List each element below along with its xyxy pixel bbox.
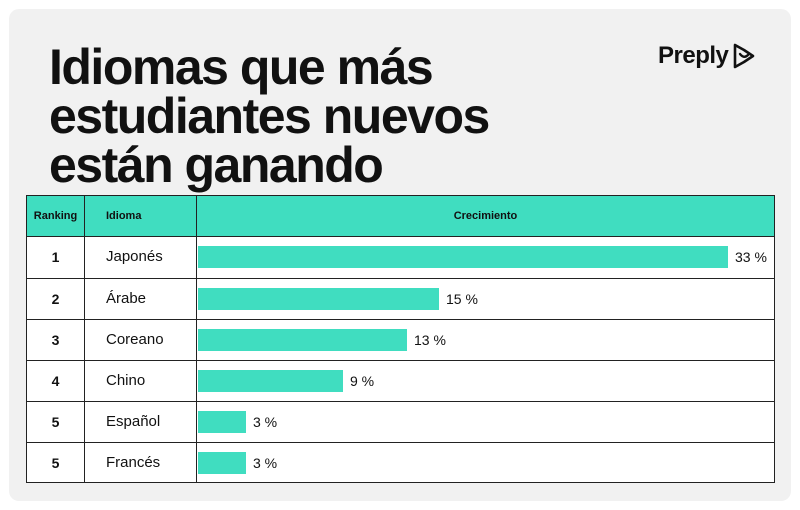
table-row: 2 Árabe 15 % (27, 278, 774, 319)
table-row: 5 Francés 3 % (27, 442, 774, 483)
title-line-3: están ganando (49, 137, 384, 193)
brand-name: Preply (658, 42, 729, 69)
growth-bar (198, 452, 246, 474)
page-title: Idiomas que más estudiantes nuevos están… (49, 39, 490, 193)
ranking-cell: 2 (51, 291, 60, 307)
ranking-table: Ranking Idioma Crecimiento 1 Japonés 33 % 2… (26, 195, 775, 483)
language-cell: Japonés (106, 248, 163, 265)
title-line-1: Idiomas que más (49, 39, 434, 95)
language-cell: Chino (106, 372, 146, 389)
ranking-cell: 5 (51, 414, 60, 430)
column-divider (196, 196, 197, 482)
ranking-cell: 4 (51, 373, 60, 389)
table-header: Ranking Idioma Crecimiento (27, 196, 774, 237)
table-row: 5 Español 3 % (27, 401, 774, 442)
column-divider (84, 196, 85, 482)
growth-value-label: 9 % (350, 373, 375, 389)
language-cell: Español (106, 413, 161, 430)
growth-bar (198, 288, 439, 310)
table-row: 1 Japonés 33 % (27, 237, 774, 278)
language-cell: Francés (106, 454, 161, 471)
title-line-2: estudiantes nuevos (49, 88, 490, 144)
growth-bar (198, 411, 246, 433)
header-idioma: Idioma (106, 210, 142, 222)
ranking-cell: 1 (51, 249, 60, 265)
brand-logo: Preply (658, 42, 756, 70)
growth-value-label: 3 % (253, 455, 278, 471)
growth-bar (198, 329, 407, 351)
growth-bar (198, 246, 728, 268)
preply-logo-icon (734, 43, 755, 69)
header-crecimiento: Crecimiento (453, 210, 518, 222)
ranking-cell: 3 (51, 332, 60, 348)
language-cell: Coreano (106, 331, 164, 348)
language-cell: Árabe (106, 290, 147, 307)
growth-value-label: 3 % (253, 414, 278, 430)
table-row: 4 Chino 9 % (27, 360, 774, 401)
table-row: 3 Coreano 13 % (27, 319, 774, 360)
growth-bar (198, 370, 343, 392)
growth-value-label: 33 % (735, 249, 767, 265)
growth-value-label: 13 % (414, 332, 446, 348)
growth-value-label: 15 % (446, 291, 478, 307)
ranking-cell: 5 (51, 455, 60, 471)
header-ranking: Ranking (33, 210, 78, 222)
